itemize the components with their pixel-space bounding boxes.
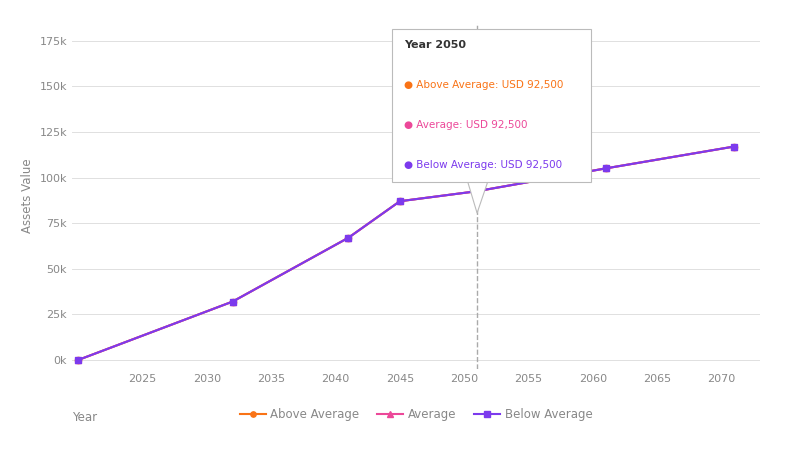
Average [344,235,354,240]
Average [730,144,739,149]
Above Average [601,166,610,171]
Below Average [74,357,83,363]
Y-axis label: Assets Value: Assets Value [21,158,34,233]
Below Average [395,198,405,204]
Text: Year 2050: Year 2050 [404,40,466,50]
Below Average [730,144,739,149]
Below Average [344,235,354,240]
Line: Below Average: Below Average [75,144,738,363]
Average [395,198,405,204]
Above Average [472,189,482,194]
Text: ● Below Average: USD 92,500: ● Below Average: USD 92,500 [404,160,562,170]
Average [228,299,238,304]
Above Average [730,144,739,149]
Below Average [472,189,482,194]
Above Average [228,299,238,304]
Line: Above Average: Above Average [75,144,738,363]
Average [601,166,610,171]
Legend: Above Average, Average, Below Average: Above Average, Average, Below Average [235,403,597,425]
Average [472,189,482,194]
Polygon shape [468,182,488,213]
Average [74,357,83,363]
Line: Average: Average [75,144,738,363]
Above Average [74,357,83,363]
Text: ● Average: USD 92,500: ● Average: USD 92,500 [404,120,528,130]
Above Average [395,198,405,204]
Below Average [601,166,610,171]
Below Average [228,299,238,304]
Above Average [344,235,354,240]
Text: ● Above Average: USD 92,500: ● Above Average: USD 92,500 [404,81,564,90]
Text: Year: Year [72,410,97,423]
FancyBboxPatch shape [392,29,591,182]
